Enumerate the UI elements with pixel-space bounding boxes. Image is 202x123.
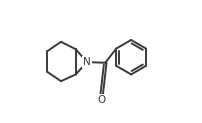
Text: O: O — [97, 95, 105, 105]
Text: N: N — [83, 57, 91, 67]
